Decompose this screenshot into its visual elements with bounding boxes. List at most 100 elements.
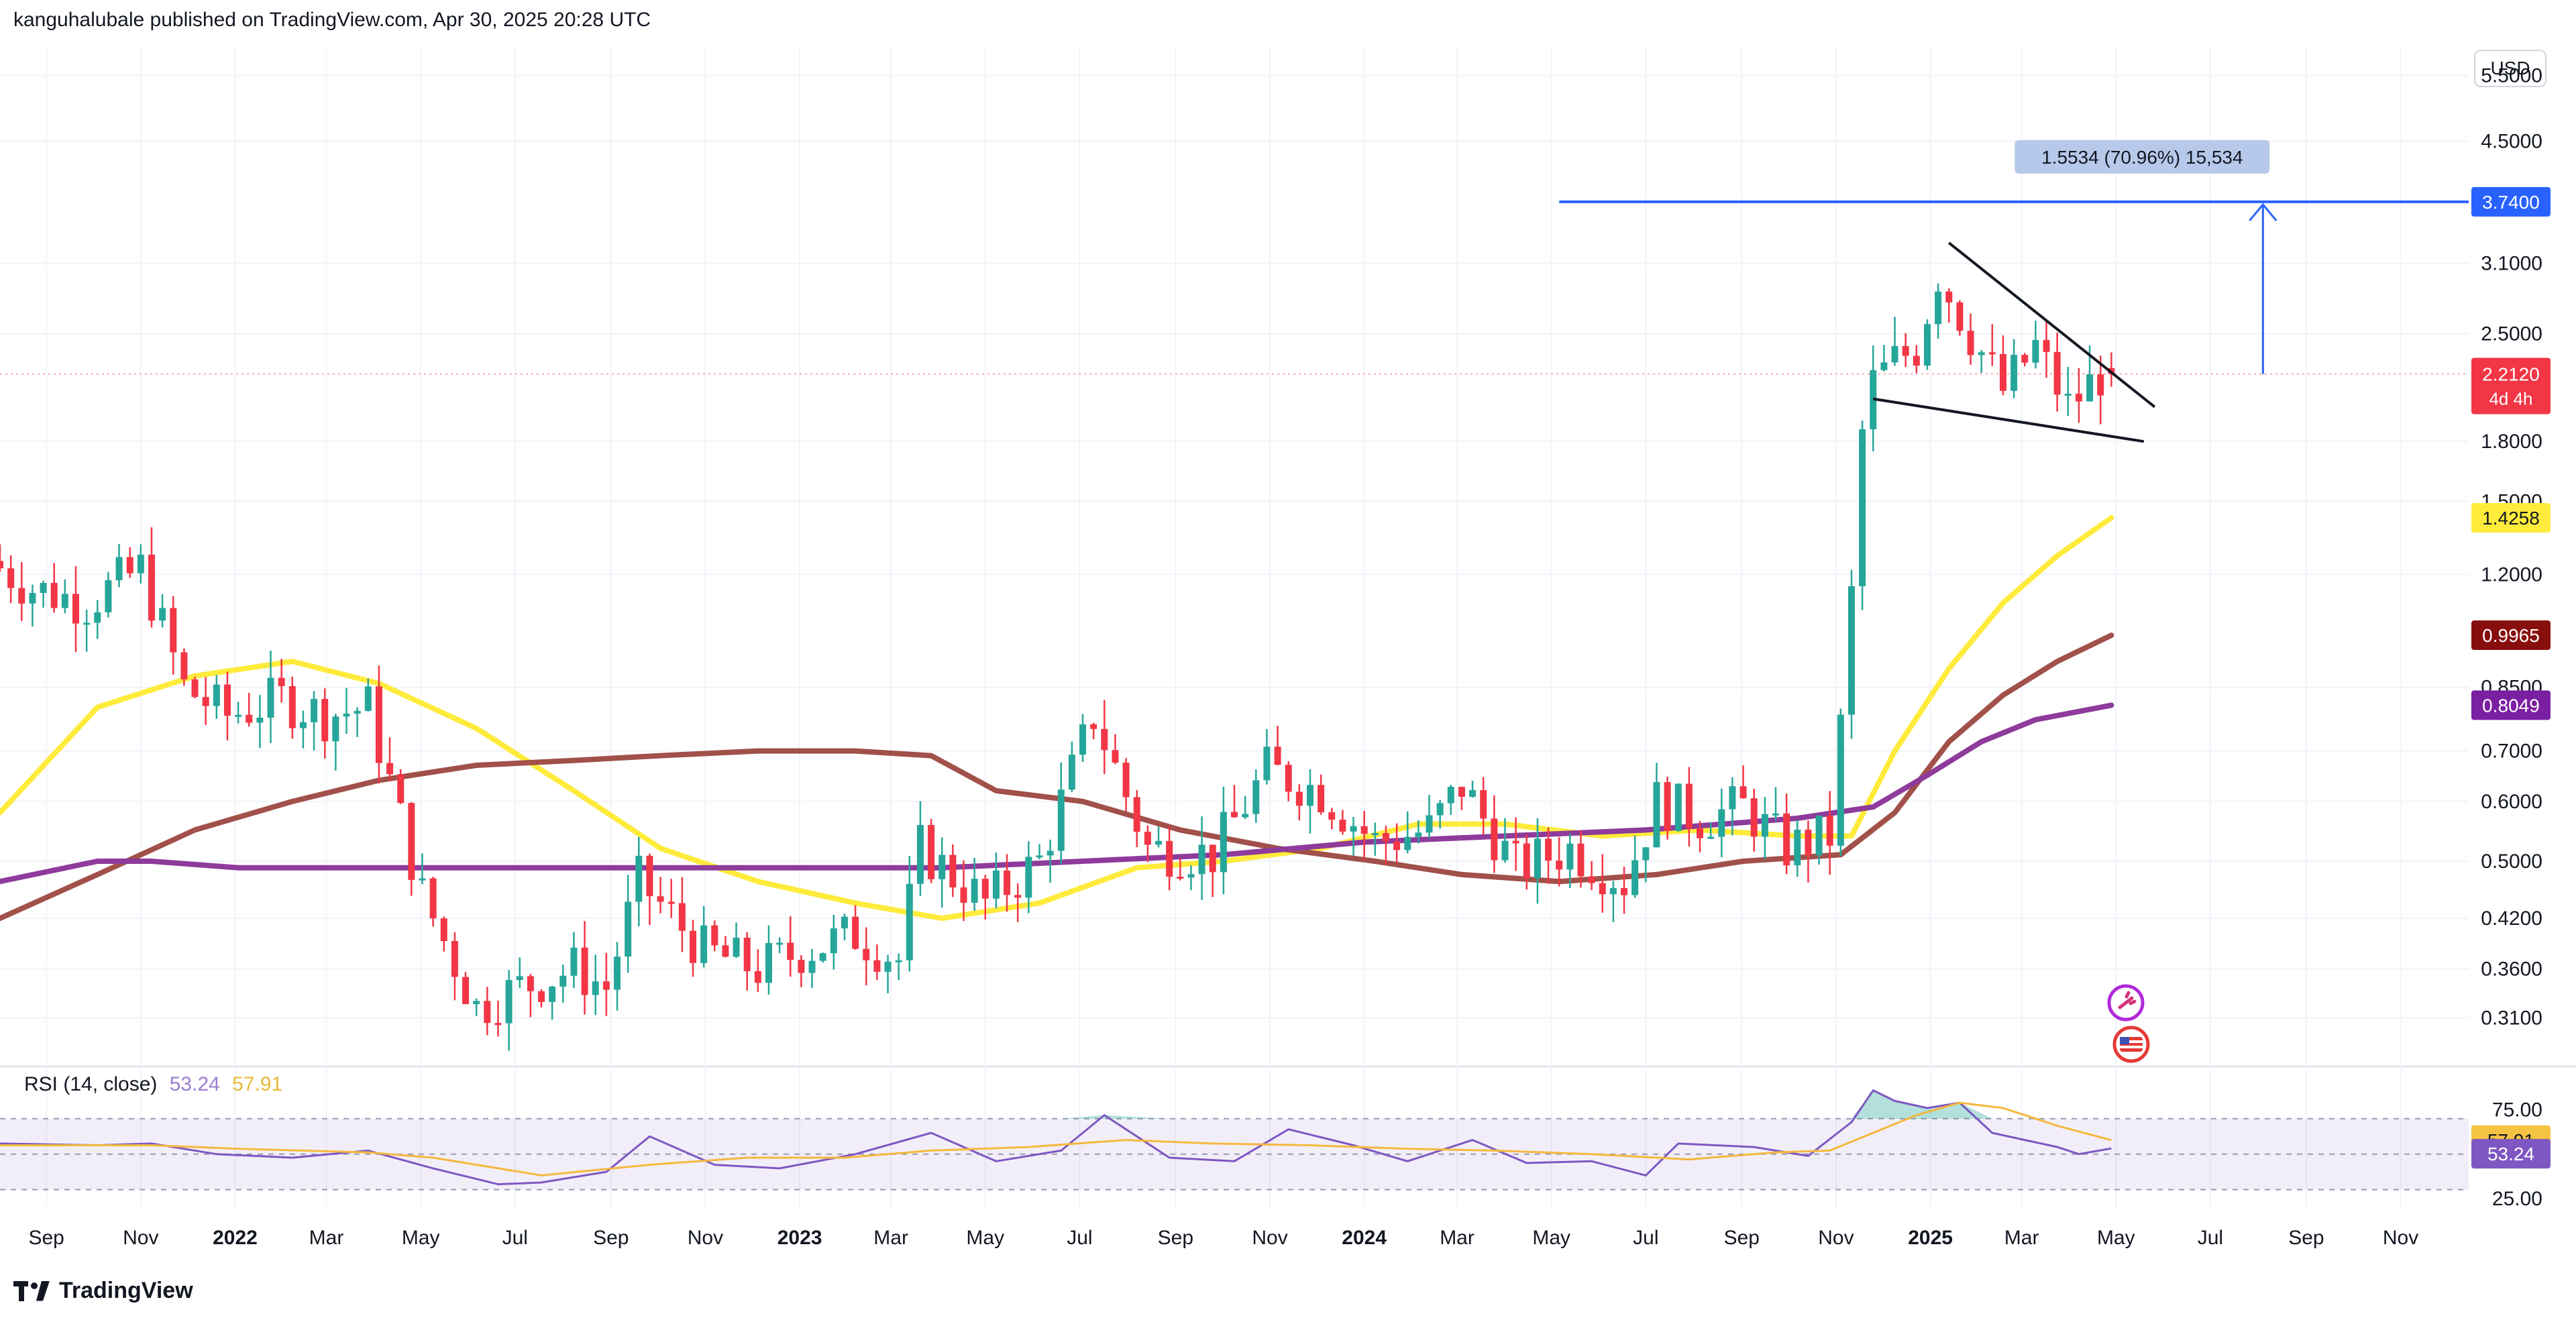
- price-tick-label: 0.4200: [2481, 908, 2542, 930]
- currency-button[interactable]: USD: [2474, 50, 2546, 87]
- rsi-label[interactable]: RSI (14, close): [24, 1073, 158, 1095]
- candle-body: [538, 991, 545, 1002]
- candle-body: [1112, 750, 1119, 763]
- candle-body: [1674, 783, 1682, 831]
- time-tick-label: Sep: [593, 1227, 629, 1249]
- us-flag-icon[interactable]: [2112, 1025, 2151, 1064]
- candle-body: [1664, 782, 1671, 831]
- price-tick-label: 2.5000: [2481, 323, 2542, 345]
- sma-line-sma-50: [0, 515, 2114, 922]
- time-tick-label: Nov: [1818, 1227, 1854, 1249]
- candle-body: [1923, 324, 1931, 366]
- candle-body: [1426, 815, 1433, 833]
- sma50-value: 1.4258: [395, 80, 458, 103]
- time-tick-label: Mar: [1440, 1227, 1474, 1249]
- rsi-ma-tag-box: [2471, 1125, 2551, 1155]
- candle-body: [1166, 840, 1173, 877]
- candle-body: [1826, 815, 1833, 846]
- time-tick-label: May: [402, 1227, 440, 1249]
- candle-body: [1318, 785, 1325, 812]
- candle-body: [61, 594, 68, 608]
- candle-body: [126, 557, 133, 573]
- candle-body: [321, 699, 329, 742]
- candle-body: [256, 718, 264, 723]
- candle-body: [1274, 747, 1281, 765]
- brand-name: TradingView: [59, 1278, 193, 1303]
- brand-footer[interactable]: TradingView: [13, 1278, 193, 1304]
- measure-arrow-head: [2249, 203, 2277, 221]
- sma-label[interactable]: SMAs (50, close, 100, close, 200, close): [24, 80, 384, 103]
- candle-body: [570, 947, 578, 976]
- candle-body: [2097, 374, 2104, 396]
- candle-body: [1653, 782, 1660, 848]
- candle-body: [776, 942, 784, 945]
- candle-body: [1718, 809, 1725, 837]
- candle-body: [1945, 291, 1953, 302]
- candle-body: [1783, 813, 1790, 866]
- rsi-ma-value: 57.91: [232, 1073, 283, 1095]
- time-tick-label: Sep: [1724, 1227, 1760, 1249]
- candle-body: [1068, 755, 1075, 790]
- candle-body: [1371, 833, 1379, 836]
- candle-body: [1902, 345, 1909, 356]
- candle-body: [223, 684, 231, 716]
- candle-body: [635, 855, 643, 902]
- candle-body: [246, 714, 253, 723]
- candle-body: [213, 684, 220, 706]
- candle-body: [1631, 860, 1639, 895]
- candle-body: [1859, 429, 1866, 587]
- candle-body: [2053, 351, 2061, 395]
- candle-body: [494, 1023, 502, 1026]
- candle-body: [1036, 855, 1043, 858]
- candle-body: [1458, 787, 1465, 797]
- time-tick-label: Mar: [873, 1227, 908, 1249]
- candle-body: [1566, 843, 1574, 870]
- rsi-tick-label: 75.00: [2492, 1099, 2542, 1121]
- candle-body: [1155, 840, 1163, 845]
- symbol-legend: XRP / U.S. Dollar · 1W · BINANCE O2.2518…: [24, 52, 866, 75]
- candle-body: [527, 976, 534, 991]
- candle-body: [288, 685, 296, 728]
- wedge-upper-trendline: [1948, 241, 2156, 408]
- candle-body: [1935, 291, 1942, 325]
- ai-sparkle-icon[interactable]: [2106, 983, 2145, 1022]
- price-tick-label: 0.3100: [2481, 1007, 2542, 1030]
- candle-body: [1880, 362, 1888, 370]
- current-price-tag-box: [2471, 358, 2551, 415]
- candle-body: [1805, 829, 1812, 856]
- time-tick-label: Sep: [1158, 1227, 1193, 1249]
- candle-body: [971, 879, 978, 903]
- time-tick-label: Nov: [1252, 1227, 1287, 1249]
- candle-body: [1360, 826, 1368, 834]
- candle-body: [895, 960, 902, 963]
- rsi-overbought-fill: [1061, 1090, 1992, 1119]
- time-tick-label: Mar: [2004, 1227, 2039, 1249]
- candle-body: [1609, 888, 1617, 895]
- candle-body: [1252, 780, 1260, 814]
- candle-body: [1761, 814, 1768, 837]
- candle-body: [667, 901, 675, 904]
- candle-body: [1447, 787, 1454, 804]
- candle-body: [808, 960, 816, 973]
- candle-body: [1556, 861, 1563, 870]
- candle-body: [408, 803, 415, 880]
- candle-body: [798, 960, 805, 973]
- candle-body: [1847, 586, 1856, 715]
- candle-body: [1122, 763, 1130, 798]
- time-tick-label: Jul: [502, 1227, 528, 1249]
- candle-body: [429, 878, 437, 919]
- candle-body: [852, 916, 859, 949]
- sma100-price-tag: 0.9965: [2482, 625, 2540, 646]
- candle-body: [2064, 394, 2072, 396]
- time-tick-label: 2025: [1908, 1227, 1953, 1249]
- symbol-label[interactable]: XRP / U.S. Dollar · 1W · BINANCE: [24, 52, 335, 74]
- candle-body: [94, 612, 101, 623]
- candle-body: [180, 652, 188, 679]
- time-tick-label: Jul: [1633, 1227, 1658, 1249]
- candle-body: [1263, 747, 1271, 781]
- candle-body: [2010, 355, 2018, 391]
- candle-body: [581, 947, 588, 995]
- measure-label-box: [2015, 140, 2270, 174]
- time-tick-label: 2024: [1342, 1227, 1387, 1249]
